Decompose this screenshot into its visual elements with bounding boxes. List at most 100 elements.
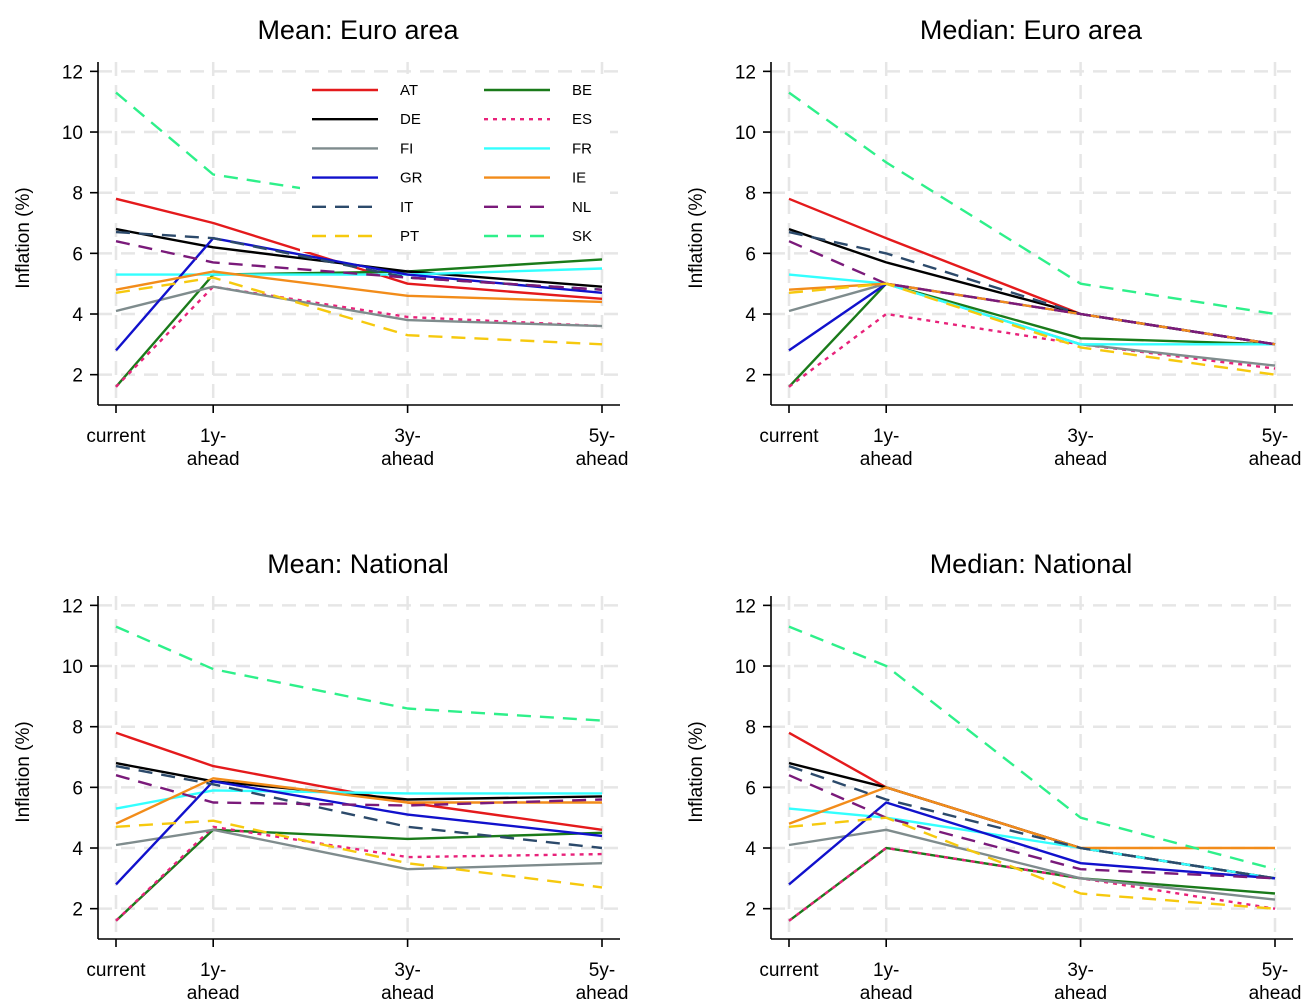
- x-tick-label-5y-ahead: 5y-ahead: [1249, 960, 1302, 1004]
- legend-label-sk: SK: [572, 228, 592, 245]
- series-line-gr: [115, 780, 603, 886]
- series-line-it: [115, 764, 603, 850]
- series-line-sk: [788, 625, 1276, 871]
- series-line-fr: [116, 267, 603, 276]
- series-line-nl: [115, 240, 603, 291]
- series-line-pt: [115, 276, 603, 346]
- x-tick-label-1y-ahead: 1y-ahead: [860, 426, 913, 470]
- y-tick-label: 10: [62, 123, 83, 144]
- x-tick-label-5y-ahead: 5y-ahead: [576, 960, 629, 1004]
- legend-label-es: ES: [572, 111, 592, 128]
- legend: AT BE DE ES FI FR GR IE IT NL PT SK: [300, 74, 610, 252]
- y-tick-label: 6: [72, 244, 83, 265]
- legend-label-it: IT: [400, 199, 413, 216]
- series-line-es: [788, 846, 1276, 922]
- x-tick-label-1y-ahead: 1y-ahead: [860, 960, 913, 1004]
- legend-label-nl: NL: [572, 199, 591, 216]
- y-tick-label: 12: [735, 596, 756, 617]
- series-line-ie: [115, 270, 603, 304]
- x-tick-label-current: current: [759, 426, 819, 447]
- y-tick-label: 8: [72, 718, 83, 739]
- y-tick-label: 4: [72, 305, 83, 326]
- legend-label-pt: PT: [400, 228, 419, 245]
- series-line-pt: [115, 819, 603, 889]
- y-axis-label: Inflation (%): [13, 721, 34, 822]
- x-tick-label-5y-ahead: 5y-ahead: [1249, 426, 1302, 470]
- x-tick-label-3y-ahead: 3y-ahead: [381, 960, 434, 1004]
- y-tick-label: 4: [72, 839, 83, 860]
- series-line-nl: [788, 774, 1276, 880]
- series-line-de: [115, 227, 603, 288]
- y-tick-label: 6: [745, 778, 756, 799]
- legend-label-at: AT: [400, 82, 418, 99]
- legend-label-ie: IE: [572, 170, 586, 187]
- y-tick-label: 8: [72, 184, 83, 205]
- x-tick-label-3y-ahead: 3y-ahead: [1054, 426, 1107, 470]
- legend-label-de: DE: [400, 111, 421, 128]
- chart-panel-median-euro-area: Median: Euro area Inflation (%) 2 4 6 8 10 12 cu…: [686, 15, 1301, 470]
- series-line-fi: [115, 828, 603, 871]
- series-line-it: [788, 230, 1276, 346]
- legend-label-fr: FR: [572, 140, 592, 157]
- legend-label-fi: FI: [400, 140, 413, 157]
- y-tick-label: 10: [735, 123, 756, 144]
- series-line-sk: [788, 91, 1276, 316]
- series-line-gr: [788, 282, 1276, 352]
- y-tick-label: 12: [62, 596, 83, 617]
- series-line-pt: [788, 816, 1276, 910]
- y-tick-label: 4: [745, 305, 756, 326]
- chart-title: Mean: National: [267, 549, 449, 579]
- series-line-at: [788, 197, 1276, 346]
- y-axis-label: Inflation (%): [686, 721, 707, 822]
- y-tick-label: 6: [745, 244, 756, 265]
- series-line-sk: [115, 625, 603, 722]
- y-tick-label: 2: [72, 900, 83, 921]
- x-tick-label-1y-ahead: 1y-ahead: [187, 960, 240, 1004]
- y-tick-label: 4: [745, 839, 756, 860]
- series-line-at: [115, 731, 603, 831]
- y-tick-label: 10: [62, 657, 83, 678]
- x-tick-label-1y-ahead: 1y-ahead: [187, 426, 240, 470]
- y-tick-label: 10: [735, 657, 756, 678]
- series-line-fi: [115, 285, 603, 328]
- y-tick-label: 6: [72, 778, 83, 799]
- chart-panel-median-national: Median: National Inflation (%) 2 4 6 8 10 12 cur…: [686, 549, 1301, 1004]
- series-line-es: [115, 285, 603, 388]
- y-tick-label: 12: [62, 62, 83, 83]
- chart-panel-mean-euro-area: Mean: Euro area Inflation (%) 2 4 6 8 10 12 curr…: [13, 15, 628, 470]
- series-line-nl: [788, 240, 1276, 346]
- y-axis-label: Inflation (%): [13, 187, 34, 288]
- series-line-at: [115, 197, 603, 300]
- series-line-be: [115, 828, 603, 922]
- y-tick-label: 8: [745, 718, 756, 739]
- series-line-nl: [115, 774, 603, 807]
- y-tick-label: 12: [735, 62, 756, 83]
- series-line-fr: [788, 273, 1275, 346]
- legend-background: [300, 74, 610, 252]
- series-line-it: [788, 764, 1276, 880]
- legend-label-gr: GR: [400, 170, 423, 187]
- chart-panel-mean-national: Mean: National Inflation (%) 2 4 6 8 10 12 curre…: [13, 549, 628, 1004]
- series-line-ie: [788, 786, 1275, 850]
- legend-label-be: BE: [572, 82, 592, 99]
- x-tick-label-3y-ahead: 3y-ahead: [381, 426, 434, 470]
- series-line-fr: [115, 789, 602, 810]
- y-axis-label: Inflation (%): [686, 187, 707, 288]
- series-line-be: [115, 258, 603, 388]
- y-tick-label: 2: [745, 366, 756, 387]
- chart-title: Median: Euro area: [920, 15, 1143, 45]
- y-tick-label: 8: [745, 184, 756, 205]
- series-line-be: [788, 282, 1276, 388]
- chart-title: Mean: Euro area: [257, 15, 459, 45]
- x-tick-label-current: current: [759, 960, 819, 981]
- series-line-gr: [788, 801, 1276, 886]
- series-line-pt: [788, 282, 1276, 376]
- series-line-es: [788, 312, 1276, 388]
- x-tick-label-5y-ahead: 5y-ahead: [576, 426, 629, 470]
- y-tick-label: 2: [745, 900, 756, 921]
- x-tick-label-current: current: [86, 426, 146, 447]
- series-line-fi: [788, 828, 1276, 901]
- x-tick-label-current: current: [86, 960, 146, 981]
- x-tick-label-3y-ahead: 3y-ahead: [1054, 960, 1107, 1004]
